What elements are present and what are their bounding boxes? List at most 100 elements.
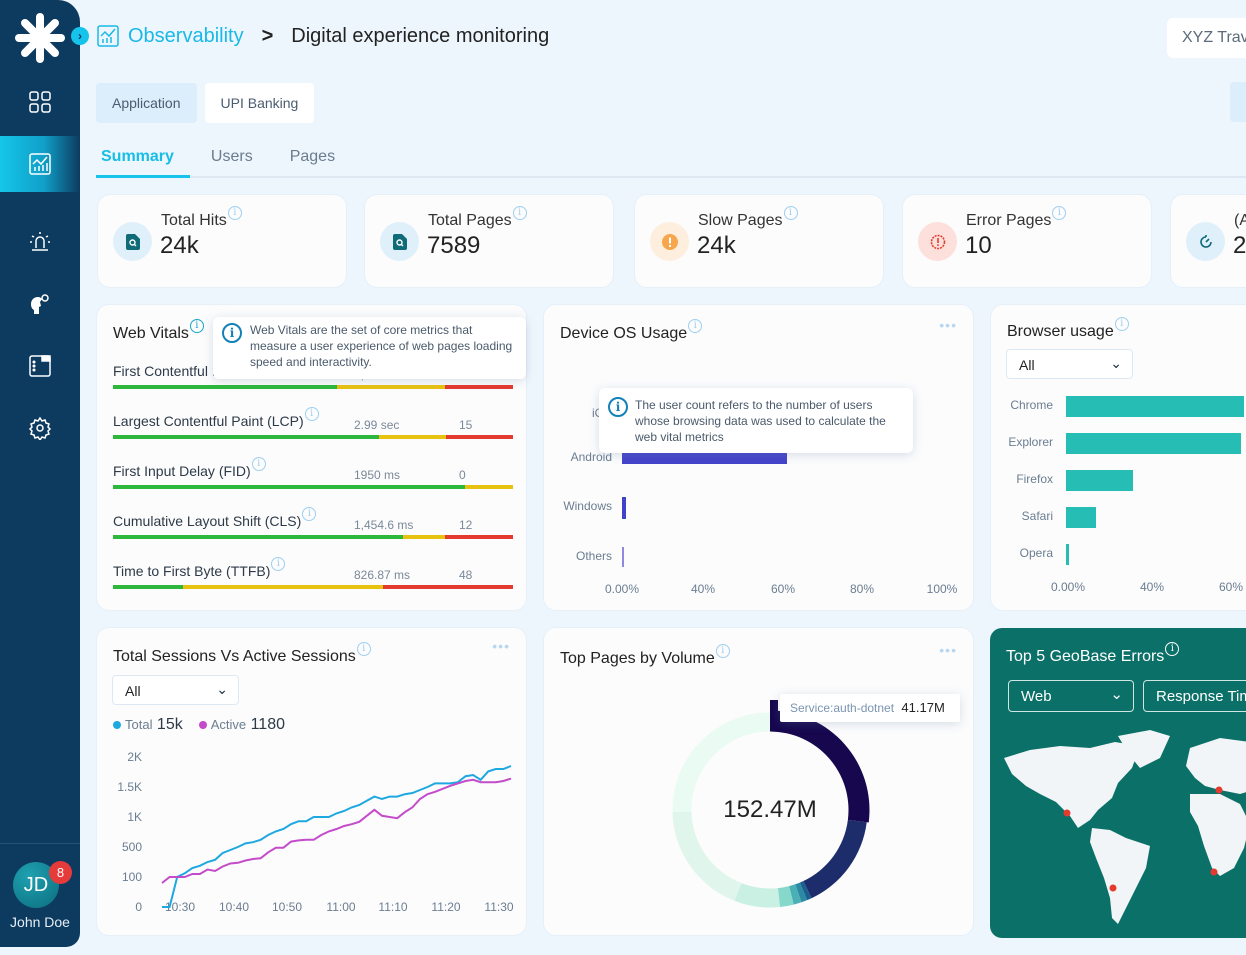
sidebar-item-insights[interactable] bbox=[0, 276, 80, 332]
sidebar-item-alerts[interactable] bbox=[0, 214, 80, 270]
info-icon[interactable]: i bbox=[1052, 206, 1067, 220]
info-icon[interactable]: i bbox=[227, 206, 242, 220]
device-os-tooltip: i The user count refers to the number of… bbox=[599, 388, 913, 453]
vital-value: 1950 ms bbox=[354, 468, 401, 482]
vital-row[interactable]: Cumulative Layout Shift (CLS) i 1,454.6 ms… bbox=[113, 507, 513, 543]
os-bar[interactable] bbox=[622, 497, 626, 519]
more-options-icon[interactable]: ••• bbox=[939, 317, 957, 333]
error-marker[interactable] bbox=[1109, 884, 1117, 892]
donut-total: 152.47M bbox=[723, 796, 817, 823]
browser-bar[interactable] bbox=[1066, 544, 1069, 565]
browser-bar[interactable] bbox=[1066, 507, 1096, 528]
browser-bar[interactable] bbox=[1066, 433, 1242, 454]
error-marker[interactable] bbox=[1215, 786, 1223, 794]
legend-item-active[interactable]: Active 1180 bbox=[198, 716, 285, 734]
more-options-icon[interactable]: ••• bbox=[939, 642, 957, 658]
kpi-slow-pages[interactable]: Slow Pages i 24k bbox=[635, 195, 883, 287]
tab-summary[interactable]: Summary bbox=[96, 140, 190, 178]
kpi-total-pages[interactable]: Total Pages i 7589 bbox=[365, 195, 613, 287]
info-icon[interactable]: i bbox=[189, 319, 204, 333]
info-icon[interactable]: i bbox=[512, 206, 527, 220]
kpi-label: Slow Pages bbox=[698, 212, 783, 229]
info-icon[interactable]: i bbox=[251, 457, 266, 471]
browser-bar[interactable] bbox=[1066, 470, 1133, 491]
y-tick-label: 0 bbox=[135, 900, 142, 914]
page-title: Digital experience monitoring bbox=[291, 24, 550, 47]
sidebar-item-settings[interactable] bbox=[0, 400, 80, 456]
more-options-icon[interactable]: ••• bbox=[492, 638, 510, 654]
series-line-active bbox=[161, 777, 512, 884]
vital-value: 1,454.6 ms bbox=[354, 518, 414, 532]
notification-badge[interactable]: 8 bbox=[49, 861, 72, 884]
tab-application[interactable]: Application bbox=[96, 83, 197, 123]
observability-icon bbox=[97, 25, 119, 47]
x-tick-label: 40% bbox=[1139, 580, 1165, 594]
browser-label: Chrome bbox=[1010, 398, 1053, 412]
chart-icon bbox=[29, 153, 51, 175]
vital-score-bar bbox=[113, 485, 513, 489]
bar-segment-needs-improvement bbox=[183, 585, 383, 589]
vital-count: 12 bbox=[459, 518, 473, 532]
browser-usage-card: Browser usage i All ⌄ Chrome Explorer Firefo… bbox=[991, 305, 1246, 610]
kpi-value: 24k bbox=[697, 232, 736, 259]
vital-score-bar bbox=[113, 435, 513, 439]
x-tick-label: 10:30 bbox=[165, 900, 195, 914]
card-title: Browser usage bbox=[1007, 323, 1114, 340]
y-tick-label: 500 bbox=[122, 840, 142, 854]
info-icon[interactable]: i bbox=[304, 407, 319, 421]
tab-pages[interactable]: Pages bbox=[289, 148, 336, 165]
geo-metric-select[interactable]: Response Time bbox=[1143, 680, 1246, 712]
browser-bar[interactable] bbox=[1066, 396, 1244, 417]
info-icon[interactable]: i bbox=[715, 644, 730, 658]
kpi-average[interactable]: (A 2 bbox=[1171, 195, 1246, 287]
x-tick-label: 80% bbox=[849, 582, 875, 596]
action-button[interactable] bbox=[1230, 82, 1246, 122]
geo-platform-select[interactable]: Web ⌄ bbox=[1008, 680, 1134, 712]
tab-upi-banking[interactable]: UPI Banking bbox=[204, 83, 315, 123]
info-icon[interactable]: i bbox=[271, 557, 286, 571]
info-icon: i bbox=[608, 397, 628, 417]
sidebar-item-observability[interactable] bbox=[0, 136, 80, 192]
sessions-card: Total Sessions Vs Active Sessions i ••• A… bbox=[97, 628, 526, 935]
chevron-down-icon: ⌄ bbox=[1110, 355, 1122, 371]
vital-row[interactable]: First Input Delay (FID) i 1950 ms 0 bbox=[113, 457, 513, 493]
sidebar-item-reports[interactable] bbox=[0, 338, 80, 394]
error-marker[interactable] bbox=[1210, 868, 1218, 876]
sessions-filter-select[interactable]: All ⌄ bbox=[112, 675, 239, 705]
sidebar-divider bbox=[0, 843, 80, 844]
error-markers bbox=[1063, 786, 1223, 892]
info-icon[interactable]: i bbox=[688, 319, 703, 333]
info-icon[interactable]: i bbox=[1165, 642, 1180, 656]
legend-item-total[interactable]: Total 15k bbox=[113, 716, 183, 734]
donut-slice bbox=[795, 882, 808, 903]
vital-row[interactable]: Time to First Byte (TTFB) i 826.87 ms 48 bbox=[113, 557, 513, 593]
x-tick-label: 11:20 bbox=[431, 900, 460, 914]
organization-select[interactable]: XYZ Travels bbox=[1167, 18, 1246, 58]
kpi-label: Total Hits bbox=[161, 212, 227, 229]
sidebar-collapse-button[interactable]: › bbox=[71, 27, 89, 45]
kpi-error-pages[interactable]: Error Pages i 10 bbox=[903, 195, 1151, 287]
info-icon[interactable]: i bbox=[1114, 317, 1129, 331]
tooltip-label: Service:auth-dotnet bbox=[790, 701, 895, 715]
os-bar[interactable] bbox=[622, 547, 624, 567]
gear-icon bbox=[28, 416, 52, 440]
error-marker[interactable] bbox=[1063, 809, 1071, 817]
kpi-total-hits[interactable]: Total Hits i 24k bbox=[98, 195, 346, 287]
x-tick-label: 0.00% bbox=[1050, 580, 1086, 594]
info-icon[interactable]: i bbox=[302, 507, 317, 521]
sidebar-item-dashboard[interactable] bbox=[0, 74, 80, 130]
donut-slice bbox=[734, 883, 780, 908]
browser-label: Opera bbox=[1019, 546, 1053, 560]
breadcrumb-observability[interactable]: Observability bbox=[128, 24, 244, 47]
bar-segment-needs-improvement bbox=[337, 385, 445, 389]
browser-filter-select[interactable]: All ⌄ bbox=[1006, 349, 1133, 379]
tab-users[interactable]: Users bbox=[210, 148, 253, 165]
bar-segment-needs-improvement bbox=[403, 535, 445, 539]
vital-score-bar bbox=[113, 385, 513, 389]
card-title: Web Vitals bbox=[113, 325, 189, 342]
bar-segment-poor bbox=[445, 535, 513, 539]
info-icon[interactable]: i bbox=[783, 206, 798, 220]
info-icon[interactable]: i bbox=[356, 642, 371, 656]
vital-row[interactable]: Largest Contentful Paint (LCP) i 2.99 sec 1… bbox=[113, 407, 513, 443]
